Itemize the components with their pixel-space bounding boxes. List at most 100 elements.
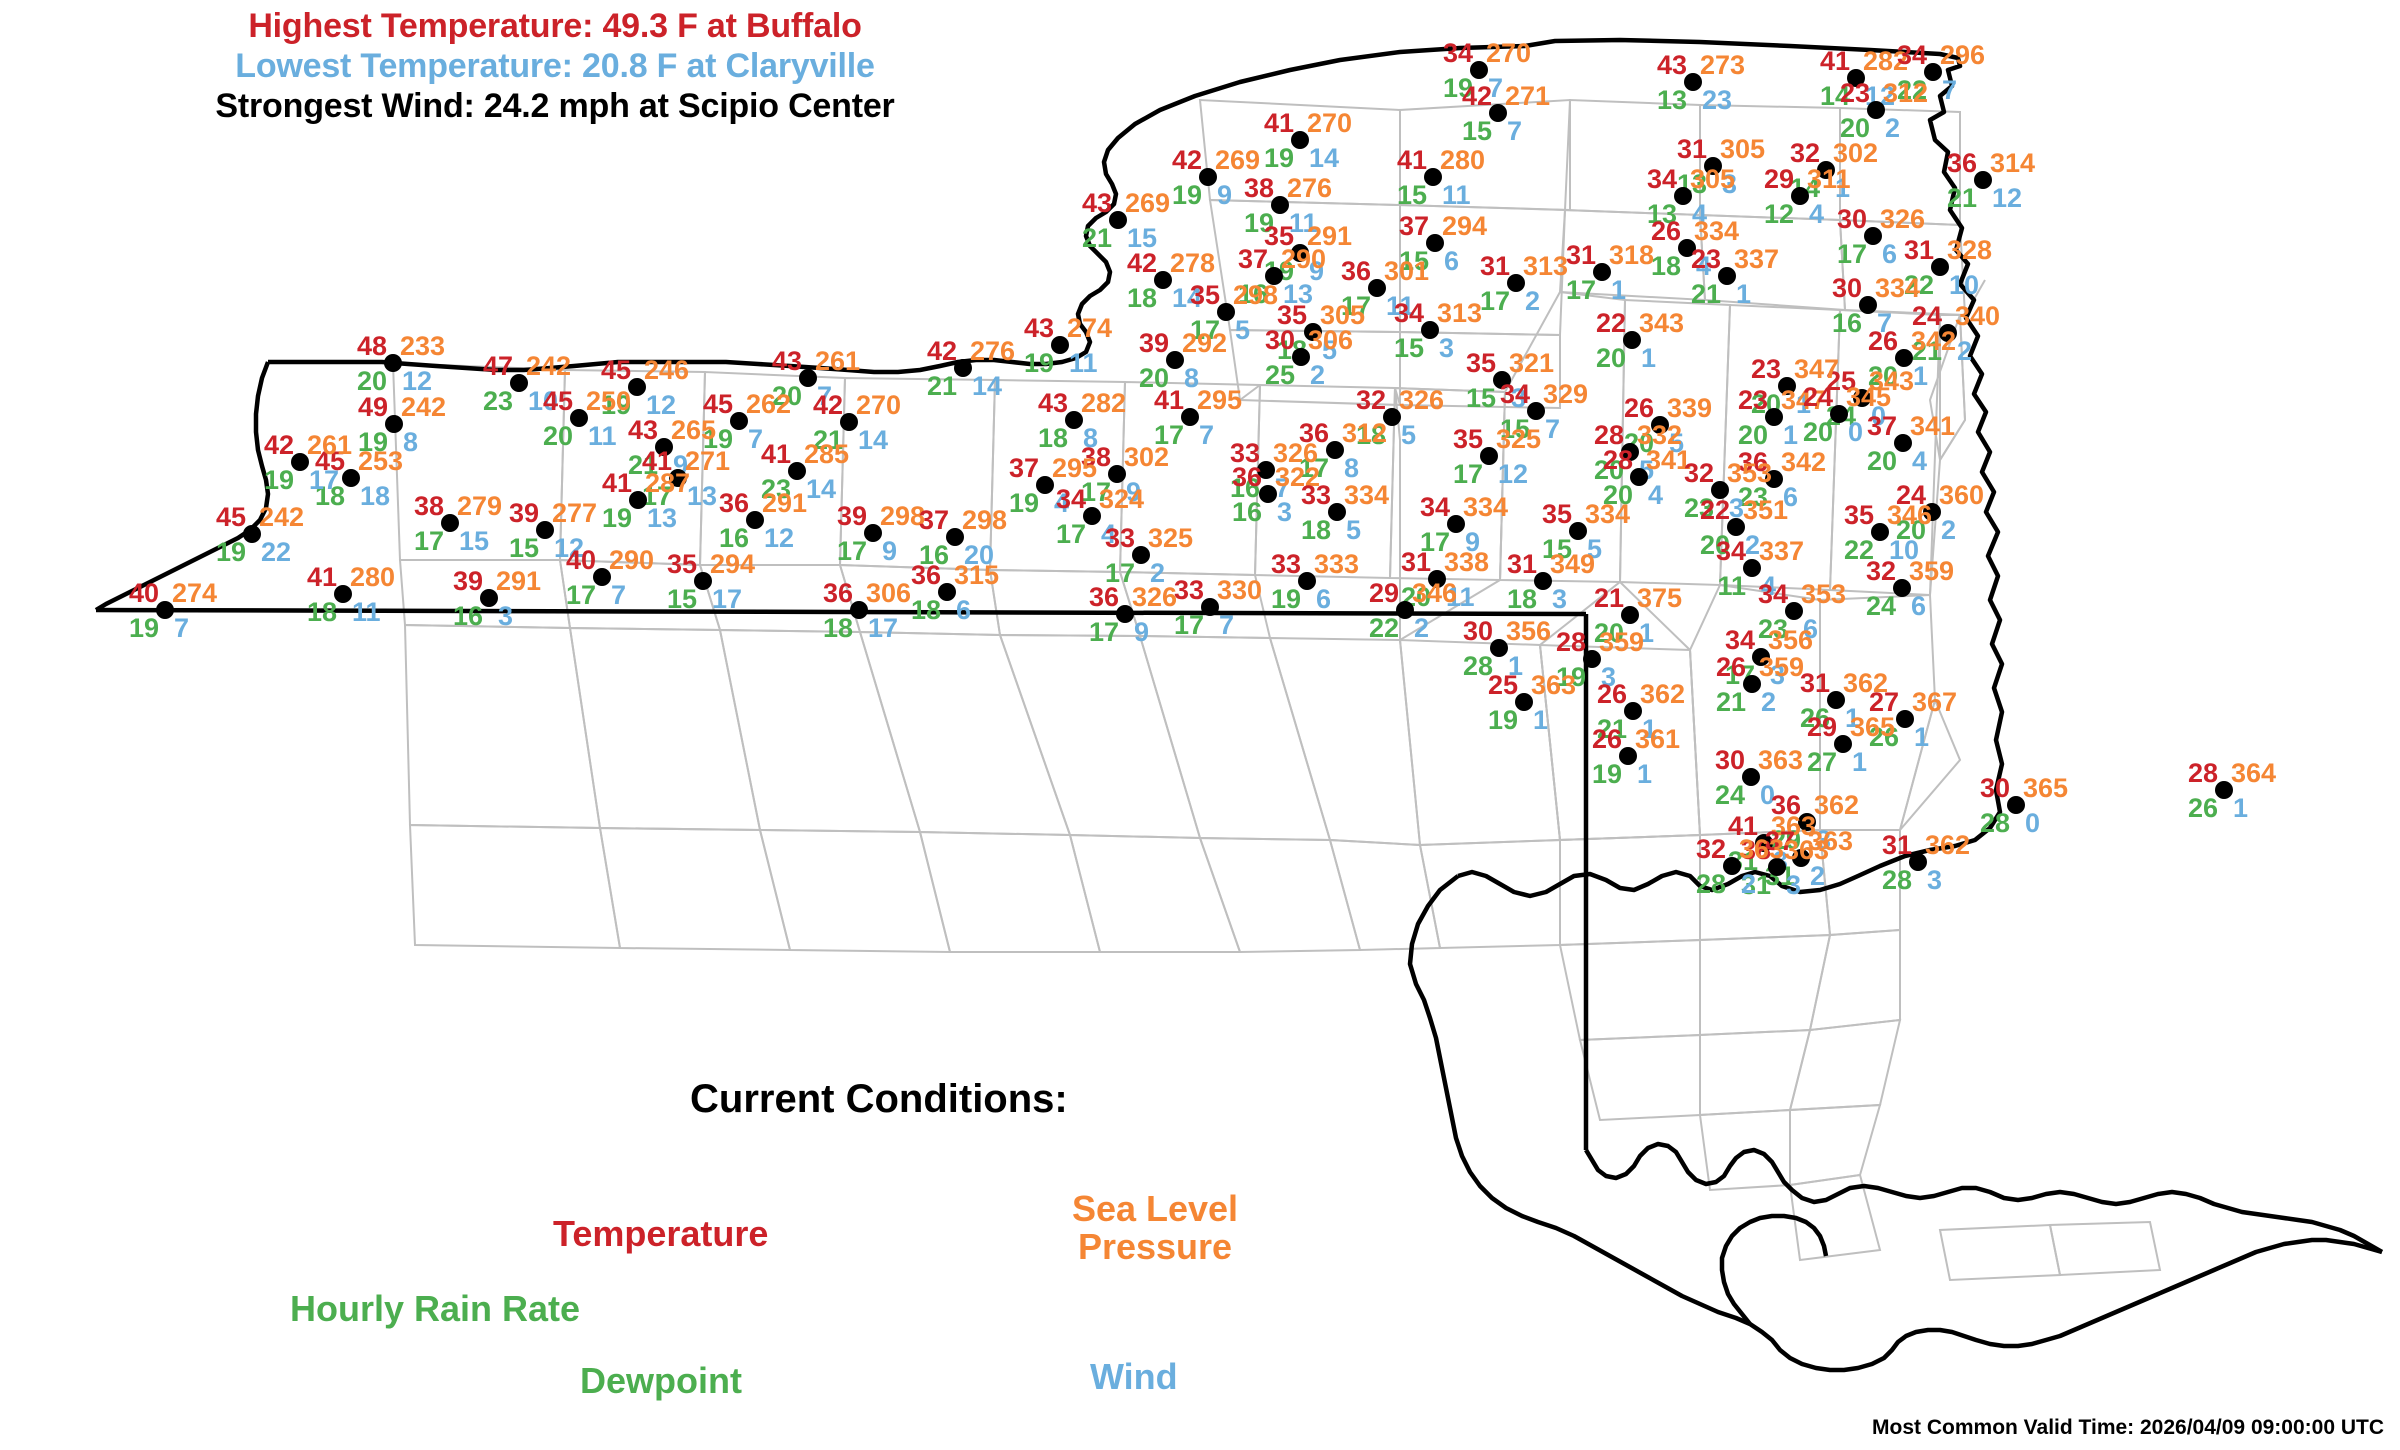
station-marker-icon [1743, 559, 1761, 577]
station-sea-level-pressure: 346 [1412, 578, 1458, 608]
station-dewpoint: 19 [1591, 759, 1622, 789]
station-marker-icon [694, 572, 712, 590]
station-wind: 3 [1816, 825, 1832, 855]
station-dewpoint: 19 [128, 613, 159, 643]
station-marker-icon [1383, 408, 1401, 426]
station-wind: 0 [1848, 417, 1864, 447]
station-sea-level-pressure: 362 [1925, 830, 1971, 860]
station-wind: 9 [1465, 527, 1481, 557]
station-sea-level-pressure: 312 [1883, 78, 1929, 108]
station-marker-icon [1894, 434, 1912, 452]
station-marker-icon [1493, 371, 1511, 389]
station-wind: 1 [1783, 420, 1799, 450]
station-dewpoint: 31 [1740, 870, 1771, 900]
station-sea-level-pressure: 363 [1531, 670, 1577, 700]
station-sea-level-pressure: 262 [746, 389, 792, 419]
station-temperature: 37 [1008, 453, 1039, 483]
station-temperature: 26 [1715, 652, 1746, 682]
station-wind: 1 [1796, 389, 1812, 419]
station-sea-level-pressure: 280 [1440, 145, 1486, 175]
station-marker-icon [1291, 131, 1309, 149]
station-dewpoint: 17 [413, 526, 444, 556]
station-temperature: 37 [918, 505, 949, 535]
station-marker-icon [1871, 523, 1889, 541]
station-marker-icon [1621, 606, 1639, 624]
station-wind: 9 [882, 536, 898, 566]
station-sea-level-pressure: 242 [401, 392, 447, 422]
station-temperature: 31 [1903, 235, 1934, 265]
station-temperature: 32 [1683, 458, 1714, 488]
station-marker-icon [1154, 271, 1172, 289]
station-sea-level-pressure: 298 [962, 505, 1008, 535]
station-sea-level-pressure: 334 [1344, 480, 1390, 510]
station-marker-icon [655, 438, 673, 456]
station-dewpoint: 23 [1757, 614, 1788, 644]
station-temperature: 23 [1839, 78, 1870, 108]
station-marker-icon [1798, 813, 1816, 831]
station-sea-level-pressure: 334 [1875, 273, 1921, 303]
station-temperature: 33 [1270, 549, 1301, 579]
station-dewpoint: 16 [1237, 279, 1268, 309]
station-wind: 11 [588, 421, 617, 451]
station-temperature: 41 [306, 562, 337, 592]
station-wind: 4 [1054, 488, 1070, 518]
station-sea-level-pressure: 324 [1099, 484, 1145, 514]
station-marker-icon [1426, 234, 1444, 252]
station-marker-icon [536, 521, 554, 539]
station-dewpoint: 21 [812, 425, 843, 455]
station-wind: 8 [1083, 423, 1099, 453]
station-sea-level-pressure: 295 [1197, 385, 1243, 415]
station-dewpoint: 15 [1541, 534, 1572, 564]
station-marker-icon [1674, 187, 1692, 205]
station-wind: 7 [817, 381, 833, 411]
station-marker-icon [1619, 747, 1637, 765]
station-wind: 12 [402, 366, 433, 396]
station-sea-level-pressure: 274 [1067, 313, 1113, 343]
station-marker-icon [1755, 834, 1773, 852]
station-wind: 7 [1219, 610, 1235, 640]
station-marker-icon [1326, 441, 1344, 459]
station-wind: 1 [1533, 705, 1549, 735]
station-wind: 11 [1446, 582, 1475, 612]
station-dewpoint: 19 [215, 537, 246, 567]
station-sea-level-pressure: 326 [1273, 438, 1319, 468]
station-sea-level-pressure: 242 [526, 351, 572, 381]
station-marker-icon [628, 378, 646, 396]
station-wind: 20 [964, 540, 995, 570]
station-wind: 2 [1745, 530, 1761, 560]
station-marker-icon [480, 589, 498, 607]
station-dewpoint: 19 [1270, 584, 1301, 614]
station-temperature: 34 [1724, 625, 1755, 655]
station-dewpoint: 16 [1229, 473, 1260, 503]
station-sea-level-pressure: 363 [1739, 834, 1785, 864]
station-sea-level-pressure: 315 [954, 560, 1000, 590]
station-marker-icon [1893, 579, 1911, 597]
station-marker-icon [1051, 336, 1069, 354]
station-temperature: 33 [1229, 438, 1260, 468]
station-dewpoint: 20 [1602, 480, 1633, 510]
station-wind: 1 [1642, 714, 1658, 744]
station-dewpoint: 17 [641, 481, 672, 511]
station-temperature: 47 [482, 351, 513, 381]
station-dewpoint: 20 [1737, 420, 1768, 450]
station-dewpoint: 17 [1340, 291, 1371, 321]
station-dewpoint: 23 [1737, 482, 1768, 512]
station-marker-icon [1108, 465, 1126, 483]
station-dewpoint: 16 [452, 601, 483, 631]
station-temperature: 28 [1602, 445, 1633, 475]
station-wind: 9 [1126, 477, 1142, 507]
station-dewpoint: 21 [1911, 336, 1942, 366]
station-marker-icon [1621, 443, 1639, 461]
station-wind: 7 [1942, 75, 1958, 105]
station-sea-level-pressure: 338 [1444, 547, 1490, 577]
station-wind: 3 [1786, 870, 1802, 900]
station-dewpoint: 15 [1461, 116, 1492, 146]
station-temperature: 38 [1740, 835, 1771, 865]
station-marker-icon [799, 369, 817, 387]
station-temperature: 42 [263, 430, 294, 460]
station-marker-icon [1447, 515, 1465, 533]
station-wind: 4 [1761, 571, 1777, 601]
station-sea-level-pressure: 282 [1081, 388, 1127, 418]
station-sea-level-pressure: 290 [609, 545, 655, 575]
